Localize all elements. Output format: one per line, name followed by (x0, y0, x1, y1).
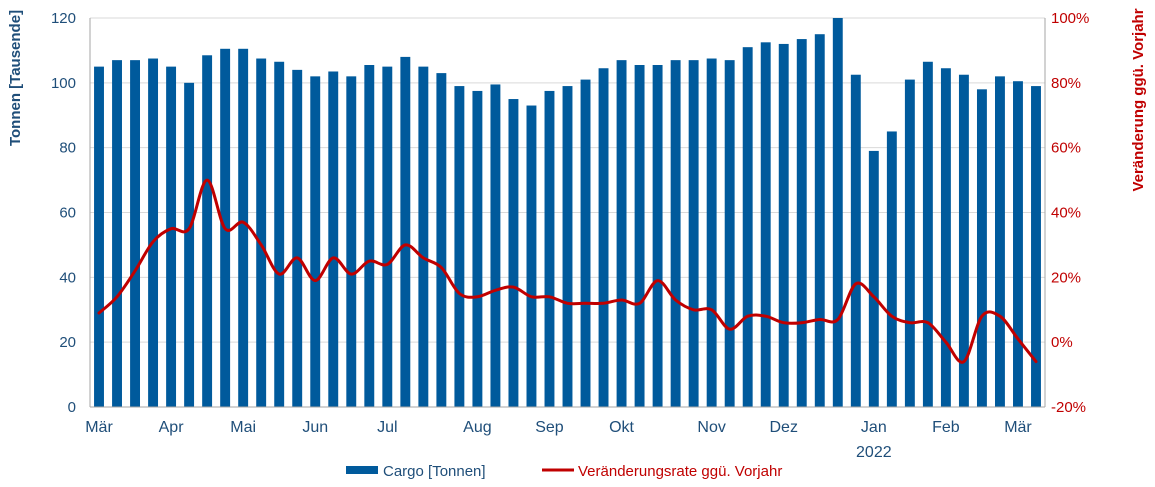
bar (706, 58, 717, 407)
bar (778, 43, 789, 407)
bar (148, 58, 159, 407)
bar (526, 105, 537, 408)
bar (1013, 81, 1023, 408)
left-tick-label: 60 (59, 205, 76, 222)
right-tick-label: 0% (1051, 334, 1073, 351)
bar (256, 58, 267, 407)
right-tick-label: 60% (1051, 140, 1081, 157)
bar (796, 39, 807, 408)
bar (958, 74, 969, 408)
x-tick-label: Mai (230, 419, 256, 436)
bar (238, 48, 249, 407)
left-tick-label: 120 (51, 10, 76, 27)
bar (976, 89, 987, 408)
bar (490, 84, 501, 408)
left-tick-label: 20 (59, 334, 76, 351)
bar (724, 60, 735, 408)
x-tick-label: Mär (85, 419, 113, 436)
bar (454, 86, 465, 407)
left-axis-title: Tonnen [Tausende] (7, 10, 24, 146)
bar (346, 76, 357, 407)
right-tick-label: 80% (1051, 75, 1081, 92)
x-tick-label: Apr (159, 419, 185, 436)
bar (112, 60, 122, 408)
x-axis-ticks: Mär Apr Mai Jun Jul Aug Sep Okt Nov Dez Jan Feb Mär 2… (85, 419, 1032, 461)
x-tick-label: Aug (463, 419, 491, 436)
right-tick-label: 100% (1051, 10, 1089, 27)
bar (670, 60, 681, 408)
bar (166, 66, 177, 407)
bar (904, 79, 915, 407)
bar (130, 60, 141, 408)
change-rate-path (97, 178, 1038, 364)
bar (634, 65, 645, 408)
cargo-bars (94, 18, 1041, 408)
bar (580, 79, 591, 407)
bar (310, 76, 321, 407)
legend-bar-swatch (346, 466, 378, 474)
bar (544, 90, 555, 407)
bar (940, 68, 951, 407)
axes (89, 18, 1046, 408)
bar (994, 76, 1005, 407)
left-tick-label: 80 (59, 140, 76, 157)
left-tick-label: 40 (59, 269, 76, 286)
bar (202, 55, 213, 407)
left-tick-label: 100 (51, 75, 76, 92)
x-tick-label: Jul (377, 419, 397, 436)
x-tick-label: Dez (769, 419, 797, 436)
left-axis-ticks: 0 20 40 60 80 100 120 (51, 10, 76, 416)
bar (184, 82, 195, 407)
bar (328, 71, 339, 408)
right-tick-label: -20% (1051, 399, 1086, 416)
bar (400, 56, 411, 408)
right-axis-title: Veränderung ggü. Vorjahr (1130, 8, 1147, 191)
change-rate-line (97, 178, 1038, 364)
bar (868, 150, 879, 408)
bar (742, 47, 753, 408)
bar (688, 60, 699, 408)
bar (418, 66, 429, 407)
bar (274, 61, 285, 407)
x-tick-label: Mär (1004, 419, 1032, 436)
bar (616, 60, 627, 408)
x-tick-label: Jan (861, 419, 887, 436)
bar (598, 68, 609, 407)
bar (508, 99, 519, 408)
x-tick-label: Feb (932, 419, 960, 436)
x-tick-label: Sep (535, 419, 564, 436)
legend-line-label: Veränderungsrate ggü. Vorjahr (578, 463, 782, 480)
bar (1031, 86, 1041, 407)
bar (292, 69, 303, 407)
bar (760, 42, 771, 407)
right-tick-label: 40% (1051, 205, 1081, 222)
bar (850, 74, 861, 408)
right-axis-ticks: -20% 0% 20% 40% 60% 80% 100% (1051, 10, 1089, 416)
bar (832, 18, 843, 407)
bar (364, 65, 375, 408)
left-tick-label: 0 (68, 399, 76, 416)
x-tick-label: Jun (302, 419, 328, 436)
bar (382, 66, 393, 407)
bar (652, 65, 663, 408)
bar (436, 73, 447, 407)
x-tick-label: Okt (609, 419, 634, 436)
bar (562, 86, 573, 407)
legend-bar-label: Cargo [Tonnen] (383, 463, 486, 480)
bar (94, 66, 104, 407)
bar (886, 131, 897, 408)
bar (922, 61, 933, 407)
x-tick-label: Nov (697, 419, 725, 436)
right-tick-label: 20% (1051, 269, 1081, 286)
bar (472, 90, 483, 407)
legend: Cargo [Tonnen] Veränderungsrate ggü. Vor… (346, 463, 782, 480)
x-year-label: 2022 (856, 444, 892, 461)
bar (814, 34, 825, 407)
